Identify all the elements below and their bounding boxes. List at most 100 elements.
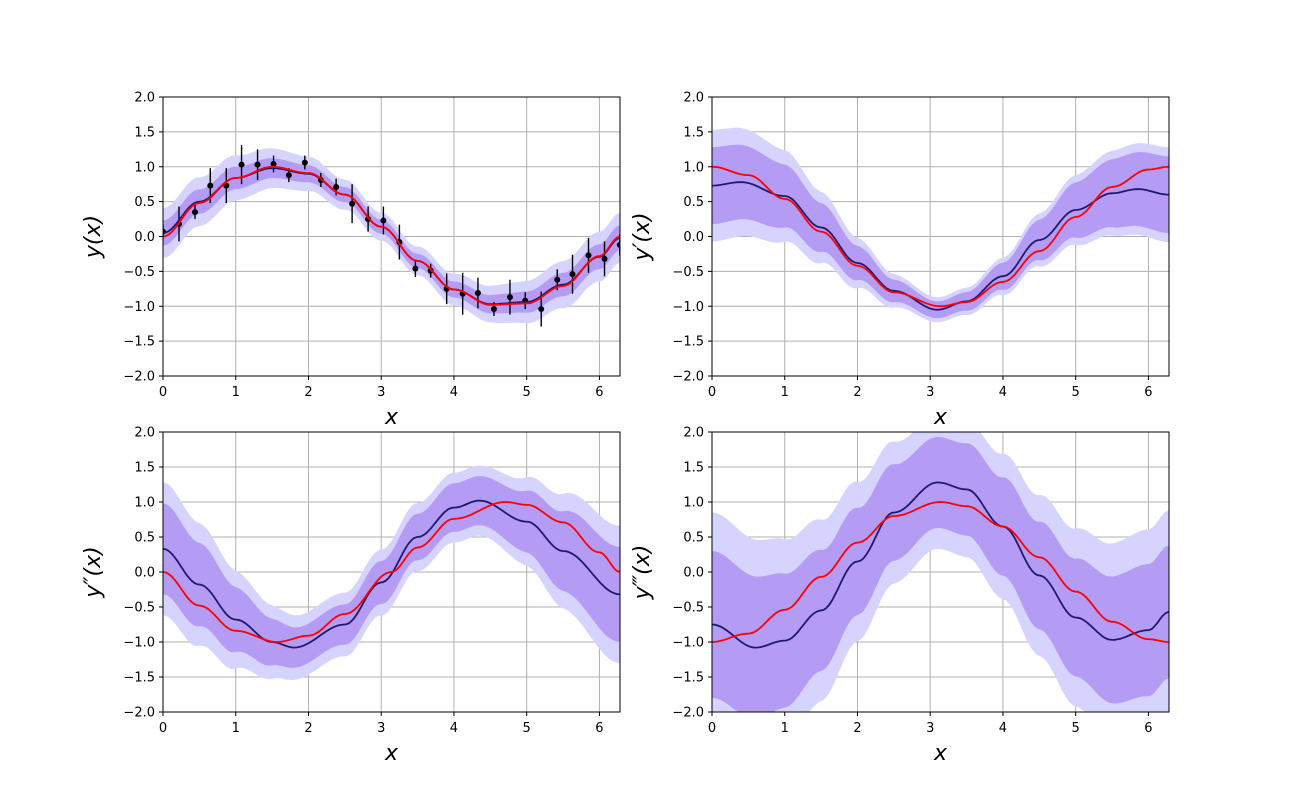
plot-area	[712, 432, 1169, 712]
y-tick-label: 0.0	[683, 230, 704, 245]
data-point	[207, 182, 214, 189]
x-tick-label: 3	[926, 721, 934, 736]
x-tick-label: 3	[926, 385, 934, 400]
y-tick-label: 1.0	[683, 496, 704, 511]
data-point	[301, 159, 308, 166]
x-tick-label: 1	[232, 385, 240, 400]
x-tick-label: 4	[999, 385, 1007, 400]
subplot-4: 0 1 2 3 4 5 6 −2.0 −1.5 −1.0 −0.5 0.0 0.5 1.0 1.5 2.0 x y…	[630, 426, 1170, 766]
data-point	[285, 172, 292, 179]
data-point	[585, 252, 592, 259]
x-tick-label: 0	[708, 385, 716, 400]
x-tick-label: 2	[853, 721, 861, 736]
data-point	[601, 255, 608, 262]
y-tick-label: −1.5	[672, 335, 704, 350]
x-tick-label: 1	[781, 385, 789, 400]
y-tick-label: −2.0	[672, 370, 704, 385]
y-tick-label: 0.5	[683, 195, 704, 210]
x-tick-label: 2	[304, 721, 312, 736]
y-tick-label: 0.0	[134, 566, 155, 581]
y-tick-label: 0.0	[683, 566, 704, 581]
line-gp-mean	[163, 499, 620, 649]
line-truth	[712, 501, 1169, 643]
y-tick-label: 1.5	[683, 125, 704, 140]
ticks: 0 1 2 3 4 5 6 −2.0 −1.5 −1.0 −0.5 0.0 0.5 1.0 1.5 2.0	[672, 91, 1152, 401]
x-axis-label: x	[933, 741, 948, 766]
y-tick-label: −1.5	[672, 671, 704, 686]
y-tick-label: 0.5	[134, 195, 155, 210]
band-1sigma	[163, 158, 620, 314]
y-tick-label: −1.5	[123, 671, 155, 686]
data-point	[554, 276, 561, 283]
y-tick-label: −0.5	[123, 601, 155, 616]
y-tick-label: −1.0	[672, 300, 704, 315]
line-truth	[712, 165, 1169, 308]
x-tick-label: 5	[523, 721, 531, 736]
x-tick-label: 5	[523, 385, 531, 400]
y-axis-label: y(x)	[81, 215, 106, 259]
x-tick-label: 4	[450, 385, 458, 400]
y-tick-label: 1.0	[683, 160, 704, 175]
data-point	[238, 161, 245, 168]
y-tick-label: 1.5	[134, 125, 155, 140]
plot-area	[163, 465, 620, 681]
y-tick-label: 1.5	[134, 461, 155, 476]
ticks: 0 1 2 3 4 5 6 −2.0 −1.5 −1.0 −0.5 0.0 0.5 1.0 1.5 2.0	[123, 426, 603, 737]
x-tick-label: 6	[1144, 385, 1152, 400]
data-point	[192, 209, 199, 216]
x-tick-label: 4	[450, 721, 458, 736]
y-tick-label: 0.5	[134, 531, 155, 546]
subplot-2: 0 1 2 3 4 5 6 −2.0 −1.5 −1.0 −0.5 0.0 0.5 1.0 1.5 2.0 x y…	[630, 91, 1170, 430]
x-tick-label: 3	[377, 385, 385, 400]
x-tick-label: 5	[1072, 385, 1080, 400]
x-tick-label: 6	[1144, 721, 1152, 736]
y-tick-label: 1.0	[134, 496, 155, 511]
x-tick-label: 0	[159, 721, 167, 736]
x-tick-label: 0	[708, 721, 716, 736]
y-axis-label: y″(x)	[81, 546, 106, 598]
data-point	[569, 271, 576, 278]
y-tick-label: 1.5	[683, 461, 704, 476]
x-tick-label: 4	[999, 721, 1007, 736]
data-point	[412, 265, 419, 272]
data-point	[616, 241, 620, 248]
x-axis-label: x	[933, 405, 948, 430]
data-point	[380, 217, 387, 224]
y-tick-label: 2.0	[683, 426, 704, 441]
x-tick-label: 1	[781, 721, 789, 736]
line-truth	[163, 165, 620, 306]
y-tick-label: −2.0	[672, 706, 704, 721]
y-tick-label: −2.0	[123, 370, 155, 385]
y-tick-label: −0.5	[672, 601, 704, 616]
data-point	[538, 306, 545, 313]
y-tick-label: −1.0	[123, 300, 155, 315]
y-tick-label: −1.0	[123, 636, 155, 651]
ticks: 0 1 2 3 4 5 6 −2.0 −1.5 −1.0 −0.5 0.0 0.5 1.0 1.5 2.0	[123, 91, 603, 401]
subplot-3: 0 1 2 3 4 5 6 −2.0 −1.5 −1.0 −0.5 0.0 0.5 1.0 1.5 2.0 x y…	[81, 426, 621, 766]
x-tick-label: 2	[304, 385, 312, 400]
y-axis-label: y‴(x)	[630, 545, 655, 601]
x-tick-label: 1	[232, 721, 240, 736]
x-tick-label: 2	[853, 385, 861, 400]
x-tick-label: 5	[1072, 721, 1080, 736]
y-tick-label: 2.0	[683, 91, 704, 106]
y-tick-label: 0.0	[134, 230, 155, 245]
plot-area	[163, 145, 620, 327]
x-tick-label: 0	[159, 385, 167, 400]
data-point	[270, 160, 277, 167]
line-gp-mean	[712, 481, 1169, 649]
y-tick-label: −1.5	[123, 335, 155, 350]
data-point	[506, 294, 513, 301]
subplot-1: 0 1 2 3 4 5 6 −2.0 −1.5 −1.0 −0.5 0.0 0.5 1.0 1.5 2.0 x y…	[81, 91, 621, 430]
x-axis-label: x	[384, 405, 399, 430]
y-tick-label: −2.0	[123, 706, 155, 721]
x-tick-label: 6	[595, 721, 603, 736]
y-tick-label: 1.0	[134, 160, 155, 175]
data-point	[474, 289, 481, 296]
y-tick-label: −0.5	[672, 265, 704, 280]
data-point	[333, 183, 340, 190]
line-truth	[163, 501, 620, 643]
band-1sigma	[712, 144, 1169, 319]
y-axis-label: y′(x)	[630, 212, 655, 261]
